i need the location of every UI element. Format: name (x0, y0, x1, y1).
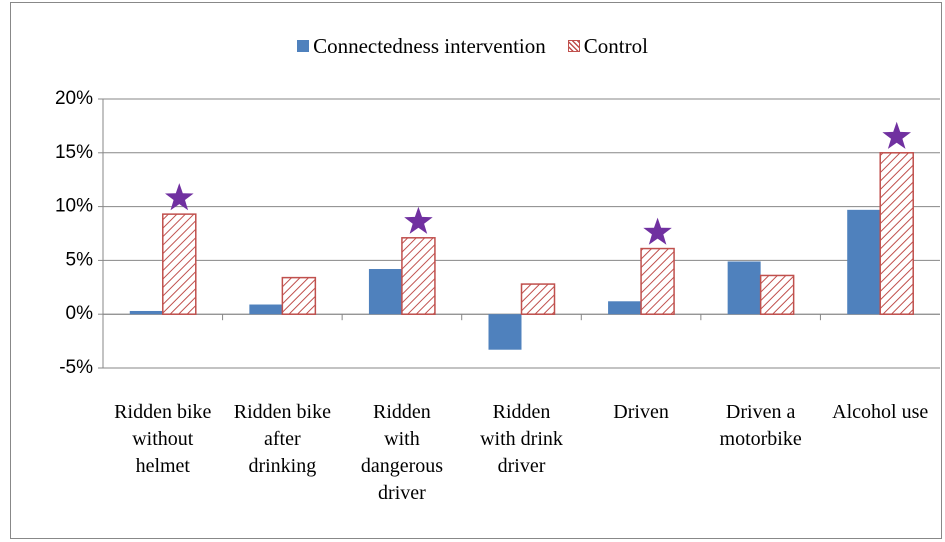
x-tick-label: Ridden bike after drinking (233, 401, 331, 477)
significance-star (882, 121, 911, 149)
bar (847, 209, 881, 315)
bar (162, 213, 197, 315)
bar (129, 310, 163, 315)
bar (727, 261, 761, 315)
bar (640, 247, 675, 315)
x-tick-label: Ridden with dangerous driver (360, 401, 444, 504)
significance-star (404, 206, 433, 234)
legend: Connectedness intervention Control (0, 32, 945, 60)
bar (368, 269, 402, 315)
legend-item: Control (567, 32, 648, 60)
bar (488, 314, 522, 350)
legend-label: Control (583, 34, 648, 58)
bar (759, 274, 795, 315)
legend-swatch (567, 40, 580, 52)
x-tick-label: Ridden bike without helmet (114, 401, 212, 477)
y-tick-label: -5% (59, 357, 93, 378)
significance-star (643, 217, 672, 245)
significance-star (165, 183, 194, 211)
chart-border (10, 2, 942, 539)
legend-label: Connectedness intervention (313, 34, 546, 58)
bar (401, 237, 436, 315)
y-tick-label: 15% (55, 142, 93, 163)
legend-swatch (297, 40, 310, 52)
x-tick-label: Ridden with drink driver (480, 401, 563, 477)
bar (249, 304, 283, 315)
y-tick-label: 20% (55, 88, 93, 109)
bar (281, 276, 317, 315)
y-tick-label: 0% (66, 303, 94, 324)
x-tick-label: Driven a motorbike (719, 401, 802, 450)
y-tick-label: 10% (55, 196, 93, 217)
x-tick-label: Driven (613, 401, 669, 423)
x-tick-label: Alcohol use (832, 401, 929, 423)
legend-item: Connectedness intervention (297, 32, 546, 60)
y-tick-label: 5% (66, 249, 94, 270)
bar (608, 301, 642, 315)
bar (520, 283, 556, 315)
bar (879, 152, 914, 315)
